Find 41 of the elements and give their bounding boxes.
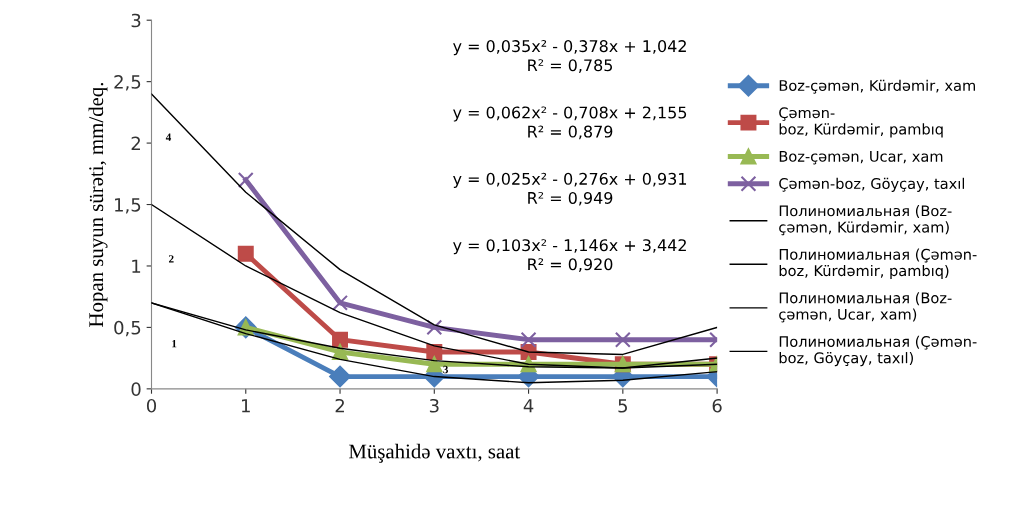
- legend-label: Полиномиальная (Çəmən- boz, Göyçay, taxıl): [779, 335, 977, 367]
- point: [426, 319, 443, 336]
- x-axis-title: Müşahidə vaxtı, saat: [348, 443, 521, 463]
- y-tick-label: 3: [131, 13, 141, 28]
- point: [332, 331, 349, 348]
- annotation: y = 0,103x² - 1,146x + 3,442 R² = 0,920: [453, 239, 686, 272]
- legend-label: Полиномиальная (Boz- çəmən, Kürdəmir, xam): [779, 205, 952, 236]
- y-tick-label: 2,5: [114, 75, 141, 91]
- x-tick-label: 2: [335, 398, 344, 413]
- annotation: 2: [168, 255, 174, 263]
- y-tick-label: 1,5: [115, 198, 141, 214]
- point: [237, 171, 254, 188]
- annotation: y = 0,035x² - 0,378x + 1,042 R² = 0,785: [453, 40, 686, 73]
- legend-label: Çəmən-boz, Göyçay, taxıl: [779, 177, 965, 192]
- x-tick-label: 1: [242, 399, 250, 413]
- legend-label: Полиномиальная (Çəmən- boz, Kürdəmir, pambıq): [779, 248, 977, 280]
- x-tick-label: 6: [712, 398, 722, 413]
- annotation: 4: [165, 133, 172, 141]
- point: [332, 294, 349, 311]
- point: [329, 365, 351, 388]
- x-tick-label: 0: [146, 398, 157, 413]
- annotation: y = 0,025x² - 0,276x + 0,931 R² = 0,949: [453, 172, 687, 206]
- y-tick-label: 0,5: [114, 320, 141, 337]
- annotation: 3: [443, 365, 449, 374]
- y-tick-label: 1: [132, 259, 141, 273]
- legend-label: Çəmən- boz, Kürdəmir, pambıq: [779, 107, 943, 138]
- legend-label: Boz-çəmən, Ucar, xam: [779, 151, 943, 165]
- point: [520, 331, 537, 348]
- point: [426, 356, 443, 373]
- y-tick-label: 2: [131, 136, 140, 150]
- y-tick-label: 0: [131, 382, 141, 396]
- y-axis-title: Hopan suyun sürəti, mm/deq.: [88, 82, 108, 327]
- point: [614, 331, 631, 348]
- annotation: 1: [172, 339, 177, 348]
- legend-label: Полиномиальная (Boz- çəmən, Ucar, xam): [779, 292, 952, 323]
- point: [237, 245, 254, 262]
- annotation: y = 0,062x² - 0,708x + 2,155 R² = 0,879: [453, 106, 687, 140]
- legend-label: Boz-çəmən, Kürdəmir, xam: [779, 79, 975, 94]
- x-tick-label: 5: [618, 399, 627, 413]
- x-tick-label: 4: [523, 399, 534, 413]
- x-tick-label: 3: [429, 398, 439, 413]
